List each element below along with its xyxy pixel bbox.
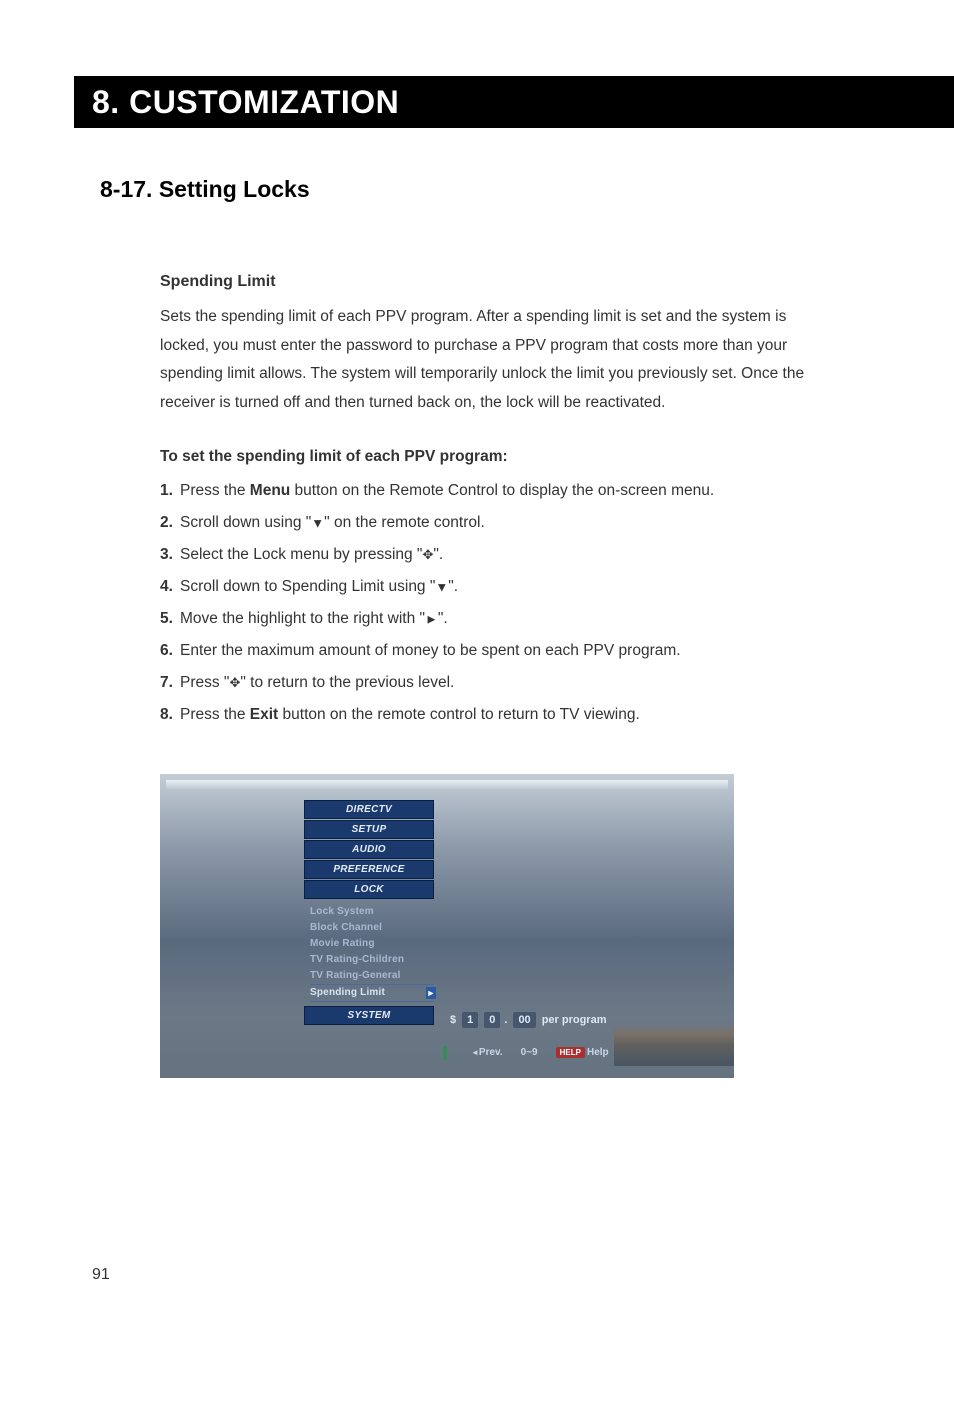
- step-number: 4.: [160, 578, 180, 596]
- menu-box: LOCK: [304, 880, 434, 899]
- step-text: Move the highlight to the right with "►"…: [180, 610, 448, 628]
- step-text: Scroll down to Spending Limit using "▼".: [180, 578, 458, 596]
- submenu-list: Lock SystemBlock ChannelMovie RatingTV R…: [304, 900, 434, 1004]
- step-text: Scroll down using "▼" on the remote cont…: [180, 514, 485, 532]
- menu-box: PREFERENCE: [304, 860, 434, 879]
- spending-value: $ 1 0 . 00 per program: [450, 1012, 606, 1028]
- step-item: 4.Scroll down to Spending Limit using "▼…: [160, 578, 834, 596]
- inner-content: Spending Limit Sets the spending limit o…: [100, 273, 854, 1078]
- digit-2: 0: [484, 1012, 500, 1028]
- submenu-item: Lock System: [310, 904, 434, 920]
- chevron-right-icon: ►: [426, 987, 436, 999]
- menu-box: DIRECTV: [304, 800, 434, 819]
- submenu-item: TV Rating-General: [310, 968, 434, 984]
- footer-lead-icon: [443, 1046, 447, 1060]
- step-number: 2.: [160, 514, 180, 532]
- step-number: 3.: [160, 546, 180, 564]
- step-number: 7.: [160, 674, 180, 692]
- submenu-item: Block Channel: [310, 920, 434, 936]
- step-number: 1.: [160, 482, 180, 500]
- landscape-decoration: [614, 996, 734, 1066]
- footer-help: HELPHelp: [556, 1047, 609, 1058]
- footer-prev: ◄Prev.: [471, 1047, 503, 1058]
- procedure-steps: 1.Press the Menu button on the Remote Co…: [160, 482, 834, 724]
- menu-panel: DIRECTVSETUPAUDIOPREFERENCELOCK Lock Sys…: [304, 800, 434, 1026]
- submenu-item: Spending Limit►: [310, 984, 434, 1002]
- step-text: Press the Exit button on the remote cont…: [180, 706, 640, 724]
- step-item: 2.Scroll down using "▼" on the remote co…: [160, 514, 834, 532]
- step-text: Enter the maximum amount of money to be …: [180, 642, 681, 660]
- step-item: 8.Press the Exit button on the remote co…: [160, 706, 834, 724]
- screenshot-footer: ◄Prev. 0~9 HELPHelp: [443, 1046, 609, 1060]
- step-text: Select the Lock menu by pressing "✥".: [180, 546, 443, 564]
- step-number: 6.: [160, 642, 180, 660]
- step-text: Press "✥" to return to the previous leve…: [180, 674, 454, 692]
- step-item: 5.Move the highlight to the right with "…: [160, 610, 834, 628]
- chapter-title: 8. CUSTOMIZATION: [92, 84, 399, 121]
- per-program-label: per program: [542, 1014, 607, 1026]
- step-number: 8.: [160, 706, 180, 724]
- step-number: 5.: [160, 610, 180, 628]
- menu-box: AUDIO: [304, 840, 434, 859]
- section-title: 8-17. Setting Locks: [100, 176, 854, 203]
- step-item: 7.Press "✥" to return to the previous le…: [160, 674, 834, 692]
- footer-range: 0~9: [521, 1047, 538, 1058]
- submenu-item: Movie Rating: [310, 936, 434, 952]
- menu-system: SYSTEM: [304, 1006, 434, 1025]
- dollar-sign: $: [450, 1014, 456, 1026]
- content-area: 8-17. Setting Locks Spending Limit Sets …: [0, 128, 954, 1078]
- spending-heading: Spending Limit: [160, 273, 834, 291]
- tv-screenshot: DIRECTVSETUPAUDIOPREFERENCELOCK Lock Sys…: [160, 774, 734, 1078]
- submenu-item: TV Rating-Children: [310, 952, 434, 968]
- step-item: 3.Select the Lock menu by pressing "✥".: [160, 546, 834, 564]
- step-text: Press the Menu button on the Remote Cont…: [180, 482, 714, 500]
- page-number: 91: [92, 1266, 110, 1284]
- digit-1: 1: [462, 1012, 478, 1028]
- procedure-heading: To set the spending limit of each PPV pr…: [160, 448, 834, 466]
- step-item: 6.Enter the maximum amount of money to b…: [160, 642, 834, 660]
- cents: 00: [513, 1012, 535, 1028]
- step-item: 1.Press the Menu button on the Remote Co…: [160, 482, 834, 500]
- menu-box: SETUP: [304, 820, 434, 839]
- spending-body: Sets the spending limit of each PPV prog…: [160, 303, 834, 418]
- chapter-header: 8. CUSTOMIZATION: [74, 76, 954, 128]
